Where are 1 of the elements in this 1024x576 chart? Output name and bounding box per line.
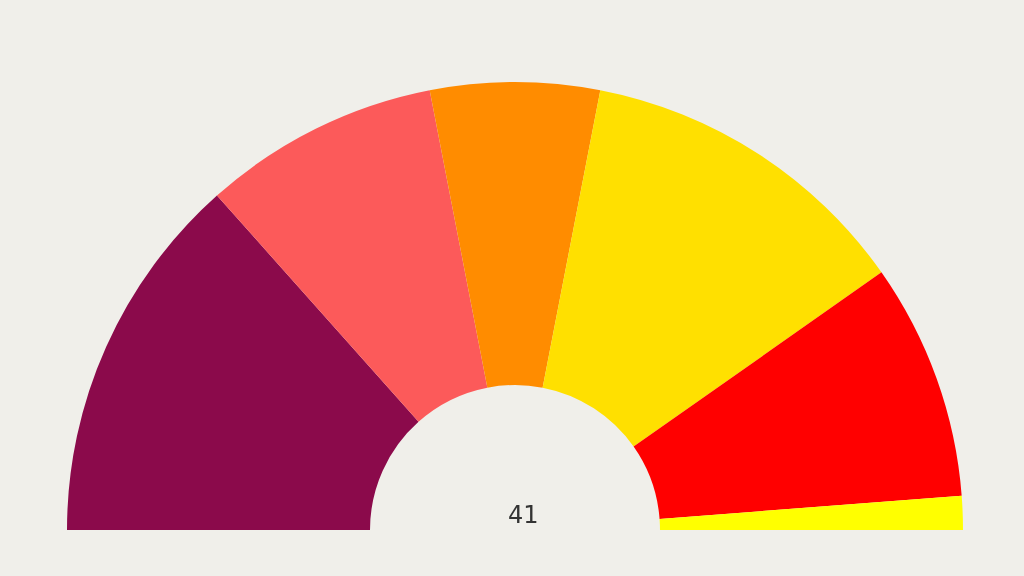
- text: 41: [508, 501, 539, 529]
